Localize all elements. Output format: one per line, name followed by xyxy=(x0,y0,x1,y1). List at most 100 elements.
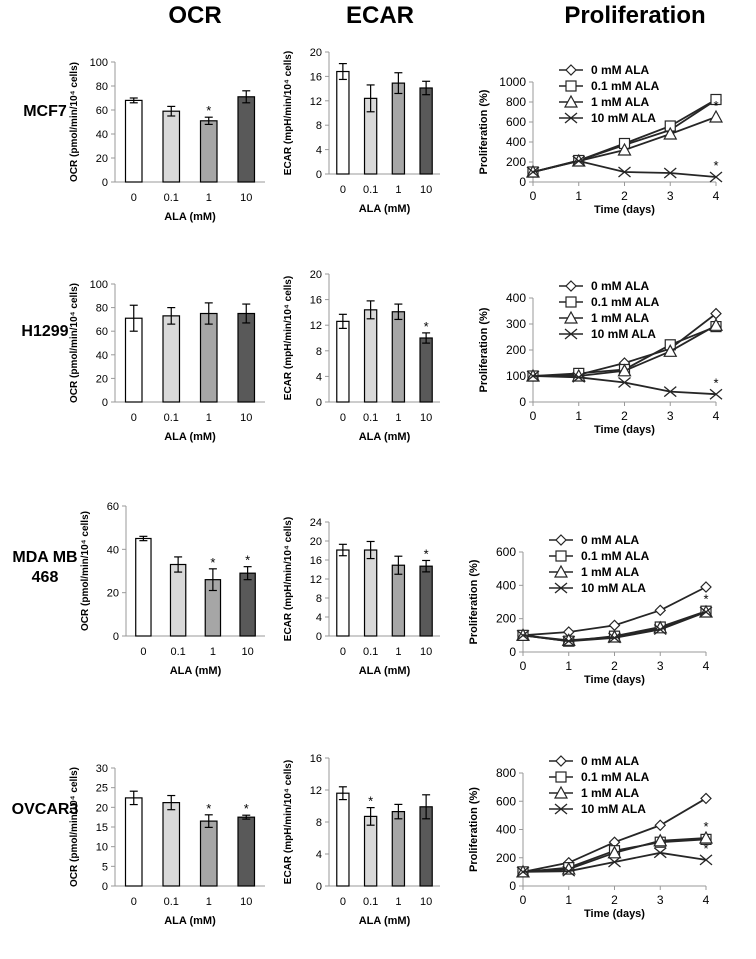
mda-prolif-xtick-label: 3 xyxy=(657,659,664,673)
mda-prolif-ytick-label: 0 xyxy=(509,645,516,659)
h1299-prolif-data-point xyxy=(526,370,540,382)
ovcar3-prolif-legend-marker xyxy=(554,803,568,815)
mda-ecar-bar xyxy=(363,549,378,637)
h1299-ecar-ytick-label: 12 xyxy=(310,320,322,332)
ovcar3-prolif-data-point xyxy=(698,830,714,844)
ovcar3-prolif-ytick-label: 800 xyxy=(496,766,516,780)
mda-ecar-ytick-label: 16 xyxy=(310,555,322,567)
mcf7-prolif-ytick-label: 0 xyxy=(519,175,526,189)
mcf7-prolif-series-line xyxy=(532,160,717,178)
ovcar3-prolif-data-point xyxy=(653,847,667,859)
h1299-ecar-xtick-label: 0 xyxy=(340,412,346,424)
ovcar3-ocr-ytick-label: 10 xyxy=(96,842,108,854)
mcf7-ocr-ytick-label: 60 xyxy=(96,105,108,117)
h1299-prolif-legend-label: 10 mM ALA xyxy=(591,327,656,341)
mda-prolif-data-point xyxy=(561,633,576,646)
mcf7-ocr-bar xyxy=(162,110,181,183)
mcf7-prolif-data-point xyxy=(572,155,586,167)
ovcar3-prolif-xtick-label: 1 xyxy=(565,893,572,907)
h1299-ecar-bar xyxy=(391,311,406,403)
mda-ecar-xtick-label: 0 xyxy=(340,646,346,658)
mcf7-prolif-significance-star: * xyxy=(713,98,718,113)
mcf7-prolif-xtick-label: 3 xyxy=(667,189,674,203)
mcf7-ecar-ylabel: ECAR (mpH/min/10⁴ cells) xyxy=(283,51,294,175)
ovcar3-ecar-ytick-label: 12 xyxy=(310,785,322,797)
h1299-prolif-legend-marker xyxy=(564,328,578,340)
mda-ecar-xtick-label: 10 xyxy=(420,646,432,658)
ovcar3-ecar-bar xyxy=(391,810,406,887)
mcf7-prolif-legend-label: 1 mM ALA xyxy=(591,95,650,109)
mcf7-prolif-xtick-label: 0 xyxy=(530,189,537,203)
h1299-ocr-xtick-label: 10 xyxy=(240,412,252,424)
mda-prolif-data-point xyxy=(653,624,667,635)
mcf7-ocr-significance-star: * xyxy=(206,103,211,118)
mda-prolif-data-point xyxy=(608,619,621,632)
mcf7-ecar-xlabel: ALA (mM) xyxy=(359,203,411,215)
h1299-prolif-legend-label: 0 mM ALA xyxy=(591,279,650,293)
h1299-prolif-xtick-label: 4 xyxy=(713,409,720,423)
ovcar3-ecar-xtick-label: 10 xyxy=(420,896,432,908)
h1299-prolif-data-point xyxy=(663,344,678,357)
mcf7-prolif-data-point xyxy=(708,109,724,123)
mda-prolif-legend-marker xyxy=(555,534,567,546)
mcf7-prolif-data-point xyxy=(663,167,677,179)
mda-prolif-xlabel: Time (days) xyxy=(584,674,645,686)
h1299-prolif-data-point xyxy=(708,318,724,331)
mda-ocr-ytick-label: 60 xyxy=(107,501,119,513)
mda-prolif-data-point xyxy=(516,629,530,641)
h1299-ocr-xlabel: ALA (mM) xyxy=(164,431,216,443)
ovcar3-ecar-ytick-label: 0 xyxy=(316,881,322,893)
h1299-ocr-ytick-label: 100 xyxy=(90,279,108,291)
h1299-prolif-series-line xyxy=(532,375,717,396)
h1299-ocr-ytick-label: 40 xyxy=(96,350,108,362)
mcf7-prolif-xtick-label: 1 xyxy=(575,189,582,203)
mcf7-ocr-ytick-label: 0 xyxy=(102,177,108,189)
ovcar3-ecar-xtick-label: 0.1 xyxy=(363,896,378,908)
mda-ecar-ytick-label: 8 xyxy=(316,593,322,605)
ovcar3-prolif-legend-marker xyxy=(553,785,569,799)
mcf7-ecar-ytick-label: 8 xyxy=(316,120,322,132)
ovcar3-prolif-legend-label: 10 mM ALA xyxy=(581,802,646,816)
ovcar3-ecar-ytick-label: 4 xyxy=(316,849,322,861)
mcf7-ecar-xtick-label: 1 xyxy=(395,184,401,196)
mda-prolif-ylabel: Proliferation (%) xyxy=(468,559,480,644)
mcf7-prolif-xtick-label: 2 xyxy=(621,189,628,203)
mcf7-prolif-legend-label: 10 mM ALA xyxy=(591,111,656,125)
mda-ecar-ytick-label: 24 xyxy=(310,517,322,529)
mda-prolif-legend-marker xyxy=(554,582,568,594)
mda-prolif-legend-marker xyxy=(553,564,569,578)
h1299-ecar-bar xyxy=(336,320,350,403)
mda-ocr-xlabel: ALA (mM) xyxy=(170,665,222,677)
mcf7-prolif-legend-marker xyxy=(565,80,577,92)
mda-ocr-xtick-label: 1 xyxy=(210,646,216,658)
h1299-prolif-legend-label: 0.1 mM ALA xyxy=(591,295,660,309)
ovcar3-prolif-xtick-label: 0 xyxy=(520,893,527,907)
mda-ocr-bar xyxy=(239,572,256,637)
mcf7-ecar-ytick-label: 20 xyxy=(310,47,322,59)
mcf7-ocr-ytick-label: 20 xyxy=(96,153,108,165)
h1299-prolif-data-point xyxy=(572,371,586,383)
ovcar3-ocr-ytick-label: 25 xyxy=(96,783,108,795)
h1299-ocr-ytick-label: 0 xyxy=(102,397,108,409)
mda-prolif-data-point xyxy=(700,581,712,593)
ovcar3-ecar-xlabel: ALA (mM) xyxy=(359,915,411,927)
mda-prolif-legend-label: 0 mM ALA xyxy=(581,533,640,547)
h1299-ocr-bar xyxy=(162,315,181,403)
mda-ocr-ylabel: OCR (pmol/min/10⁴ cells) xyxy=(80,511,91,631)
mda-prolif-data-point xyxy=(699,606,713,618)
h1299-ecar-ytick-label: 16 xyxy=(310,295,322,307)
ovcar3-prolif-xtick-label: 3 xyxy=(657,893,664,907)
mcf7-ocr-ytick-label: 40 xyxy=(96,129,108,141)
ovcar3-prolif-data-point xyxy=(653,833,668,847)
row-label-h1299: H1299 xyxy=(21,323,69,340)
mcf7-prolif-ylabel: Proliferation (%) xyxy=(478,89,490,174)
ovcar3-ocr-significance-star: * xyxy=(244,801,249,816)
mda-prolif-legend-marker xyxy=(555,550,567,562)
mda-ocr-significance-star: * xyxy=(210,555,215,570)
mda-prolif-ytick-label: 200 xyxy=(496,612,516,626)
ovcar3-prolif-significance-star: * xyxy=(703,841,708,856)
h1299-ocr-xtick-label: 0.1 xyxy=(164,412,179,424)
h1299-prolif-legend-label: 1 mM ALA xyxy=(591,311,650,325)
mda-ecar-xtick-label: 0.1 xyxy=(363,646,378,658)
mcf7-prolif-xlabel: Time (days) xyxy=(594,204,655,216)
